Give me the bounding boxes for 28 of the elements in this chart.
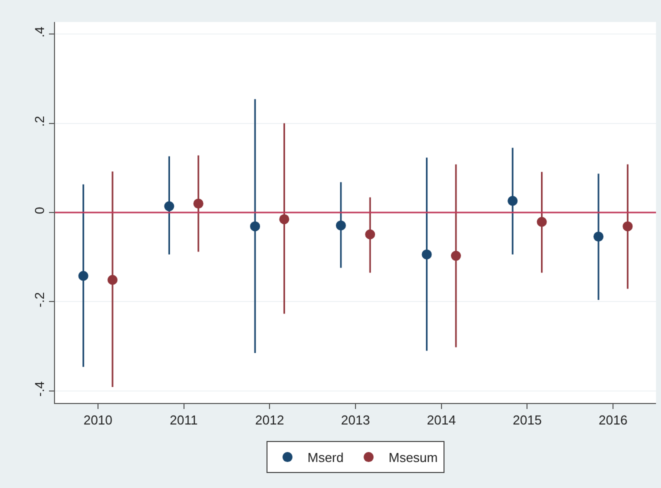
x-tick-label: 2015 xyxy=(512,412,542,428)
point xyxy=(279,214,290,224)
x-tick-label: 2011 xyxy=(170,412,198,428)
point xyxy=(365,229,376,240)
point xyxy=(508,196,518,206)
point xyxy=(336,220,346,230)
y-tick-label: .4 xyxy=(32,26,47,38)
x-tick-label: 2010 xyxy=(83,412,112,428)
point xyxy=(164,201,174,212)
point xyxy=(193,198,204,209)
y-tick-label: 0 xyxy=(32,206,47,214)
y-tick-label: -.2 xyxy=(32,292,47,308)
x-tick-label: 2016 xyxy=(598,412,628,428)
point xyxy=(78,270,88,281)
legend-label: Msesum xyxy=(388,450,438,466)
point xyxy=(422,249,432,260)
legend-label: Mserd xyxy=(308,450,344,466)
point xyxy=(622,221,633,232)
x-tick-label: 2012 xyxy=(255,412,284,428)
x-tick-label: 2013 xyxy=(341,412,370,428)
x-tick-label: 2014 xyxy=(426,412,456,428)
point xyxy=(450,250,461,261)
point xyxy=(108,274,118,285)
point xyxy=(593,232,604,242)
point xyxy=(536,216,547,227)
y-tick-label: .2 xyxy=(32,116,47,127)
point xyxy=(250,221,260,232)
y-tick-label: -.4 xyxy=(32,381,47,397)
